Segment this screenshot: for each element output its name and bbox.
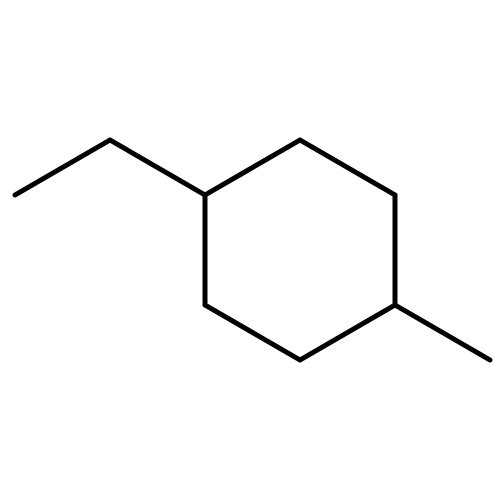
bond [395, 305, 490, 360]
bond [205, 305, 300, 360]
molecule-structure [0, 0, 500, 500]
bond [205, 140, 300, 195]
bond [110, 140, 205, 195]
bond [300, 140, 395, 195]
bond [15, 140, 110, 195]
bond [300, 305, 395, 360]
bond-group [15, 140, 490, 360]
